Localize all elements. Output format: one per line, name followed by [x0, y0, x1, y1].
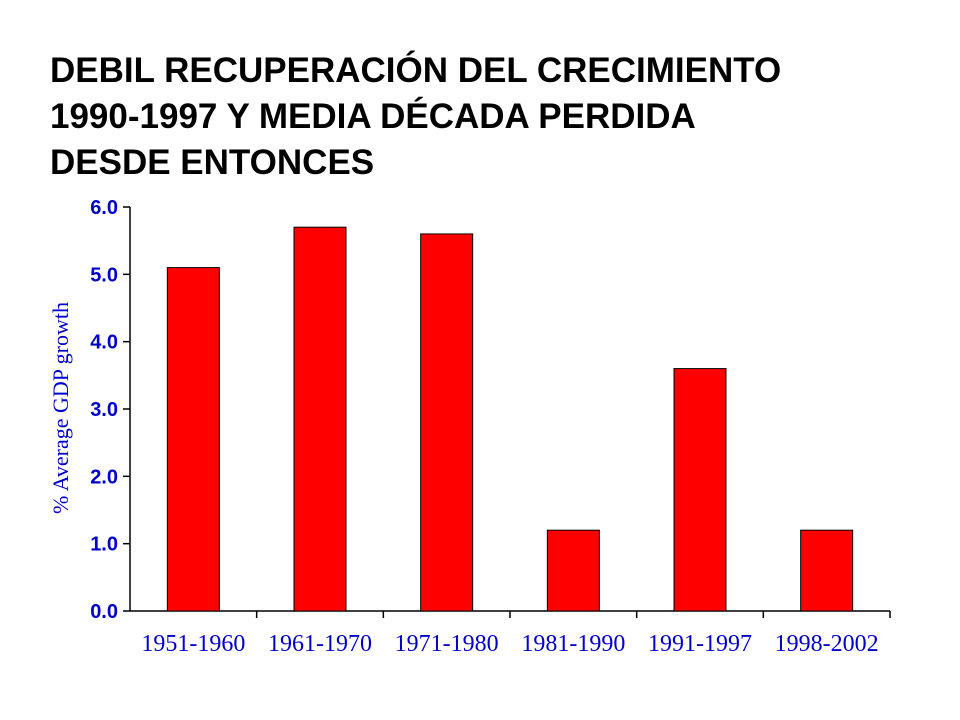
x-tick-label: 1981-1990: [521, 631, 625, 657]
title-line-3: DESDE ENTONCES: [50, 143, 375, 182]
y-axis-label: % Average GDP growth: [48, 302, 73, 514]
chart-bars: [166, 226, 854, 612]
y-tick-label: 4.0: [90, 332, 118, 354]
slide-title: DEBIL RECUPERACIÓN DEL CRECIMIENTO 1990-…: [50, 48, 930, 186]
bar: [673, 368, 727, 612]
y-tick-label: 3.0: [90, 399, 118, 421]
bar: [420, 233, 474, 612]
title-line-1: DEBIL RECUPERACIÓN DEL CRECIMIENTO: [50, 51, 782, 90]
bar: [166, 267, 220, 612]
x-tick-label: 1991-1997: [648, 631, 752, 657]
x-tick-labels: 1951-1960 1961-1970 1971-1980 1981-1990 1991…: [141, 631, 878, 657]
bar: [800, 529, 854, 612]
y-tick-label: 0.0: [90, 601, 118, 623]
y-tick-label: 5.0: [90, 264, 118, 286]
y-tick-label: 2.0: [90, 466, 118, 488]
y-tick-label: 6.0: [90, 197, 118, 219]
y-tick-label: 1.0: [90, 534, 118, 556]
x-tick-label: 1951-1960: [141, 631, 245, 657]
title-line-2: 1990-1997 Y MEDIA DÉCADA PERDIDA: [50, 97, 696, 136]
x-tick-label: 1998-2002: [775, 631, 879, 657]
x-tick-label: 1961-1970: [268, 631, 372, 657]
x-tick-label: 1971-1980: [395, 631, 499, 657]
y-tick-labels: 0.0 1.0 2.0 3.0 4.0 5.0 6.0: [90, 197, 118, 623]
bar: [546, 529, 600, 612]
bar: [293, 226, 347, 612]
chart-axes: [123, 206, 891, 618]
